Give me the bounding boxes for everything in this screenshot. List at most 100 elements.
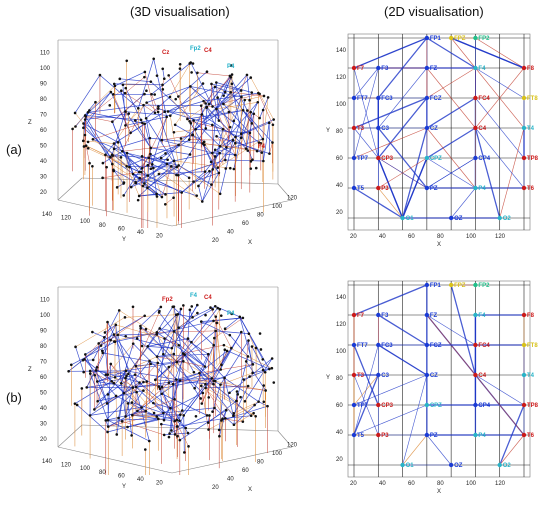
electrode-node: [136, 198, 140, 202]
electrode-node: [208, 414, 211, 417]
box-edge: [57, 199, 173, 227]
electrode-node: [179, 413, 182, 417]
electrode-node: [212, 319, 215, 323]
network-edge: [89, 85, 116, 111]
network-edge: [92, 139, 130, 168]
electrode-node: [134, 181, 138, 185]
network-edge: [199, 354, 209, 374]
electrode-node: [262, 384, 266, 387]
electrode-node: [112, 142, 116, 145]
electrode-node: [148, 136, 152, 140]
electrode-node: [241, 316, 245, 320]
electrode-node: [424, 432, 430, 438]
network-edge: [94, 370, 127, 410]
network-edge: [242, 110, 264, 140]
electrode-label: FCZ: [430, 343, 442, 349]
electrode-node: [215, 81, 218, 84]
network-edges: [72, 58, 274, 228]
x-tick-label: 60: [408, 234, 415, 240]
electrode-node: [184, 426, 188, 430]
y-tick-label: 60: [336, 156, 343, 162]
network-edge: [173, 308, 182, 355]
network-edge: [161, 139, 213, 154]
electrode-node: [473, 432, 478, 438]
network-edge: [156, 308, 182, 357]
electrode-node: [73, 402, 77, 405]
electrode-node: [215, 321, 219, 325]
electrode-node: [209, 160, 213, 164]
network-edge: [168, 75, 190, 122]
electrode-node: [216, 166, 220, 169]
electrode-node: [232, 414, 235, 418]
electrode-node: [112, 147, 116, 151]
electrode-label: P4: [478, 186, 486, 192]
electrode-label: F3: [381, 66, 389, 72]
electrode-node: [157, 105, 160, 108]
x-tick-label: 100: [466, 234, 477, 240]
network-edge: [242, 100, 246, 111]
network-edge: [122, 421, 165, 436]
network-edge: [134, 120, 152, 149]
y-tick-label: 80: [99, 223, 106, 229]
electrode-node: [168, 114, 172, 117]
electrode-node: [149, 362, 152, 366]
box-edge: [277, 430, 293, 448]
electrode-node: [105, 165, 108, 169]
network-edge: [143, 105, 151, 139]
network-edge: [108, 410, 146, 427]
row-label-a: (a): [6, 142, 22, 157]
y-tick-label: 100: [80, 466, 91, 472]
electrode-node: [82, 122, 85, 125]
electrode-node: [187, 176, 191, 180]
network-edge: [125, 116, 167, 126]
network-edge: [450, 187, 476, 219]
electrode-node: [521, 402, 527, 408]
electrode-node: [170, 429, 173, 432]
electrode-node: [221, 417, 224, 420]
electrode-node: [254, 414, 257, 418]
electrode-node: [448, 35, 454, 41]
electrode-node: [173, 419, 177, 423]
network-edge: [122, 84, 126, 126]
electrode-node: [178, 438, 182, 442]
z-tick-label: 80: [40, 97, 47, 103]
network-edge: [113, 94, 131, 133]
electrode-node: [91, 358, 95, 362]
electrode-node: [188, 308, 192, 312]
electrode-node: [473, 155, 478, 161]
electrode-node: [245, 73, 249, 77]
electrode-node: [235, 390, 239, 393]
network-edge: [187, 97, 218, 120]
electrode-node: [219, 314, 223, 317]
electrode-node: [101, 176, 104, 180]
electrode-node: [165, 115, 168, 119]
electrode-node: [94, 100, 97, 104]
network-edge: [221, 405, 268, 421]
electrode-node: [376, 65, 381, 71]
network-edge: [377, 314, 428, 346]
electrode-label: CZ: [430, 373, 438, 379]
plot-frame: [347, 33, 531, 231]
network-edge: [475, 97, 525, 159]
network-edge: [162, 68, 165, 79]
network-edge: [210, 139, 234, 163]
electrode-node: [213, 148, 217, 152]
electrode-node: [162, 433, 166, 437]
electrode-node: [149, 80, 153, 83]
electrode-label: F7: [357, 313, 365, 319]
electrode-node: [161, 83, 164, 87]
electrode-node: [94, 369, 98, 372]
network-edge: [219, 410, 227, 437]
electrode-node: [235, 399, 238, 403]
electrode-node: [473, 35, 478, 41]
x-tick-label: 100: [272, 451, 283, 457]
electrode-node: [110, 162, 114, 166]
electrode-node: [240, 95, 243, 99]
electrode-node: [194, 414, 198, 418]
electrode-node: [121, 83, 125, 87]
electrode-node: [424, 185, 430, 191]
network-edge: [203, 141, 219, 168]
network-edge: [107, 419, 150, 442]
network-edge: [87, 112, 143, 124]
electrode-node: [448, 462, 454, 468]
